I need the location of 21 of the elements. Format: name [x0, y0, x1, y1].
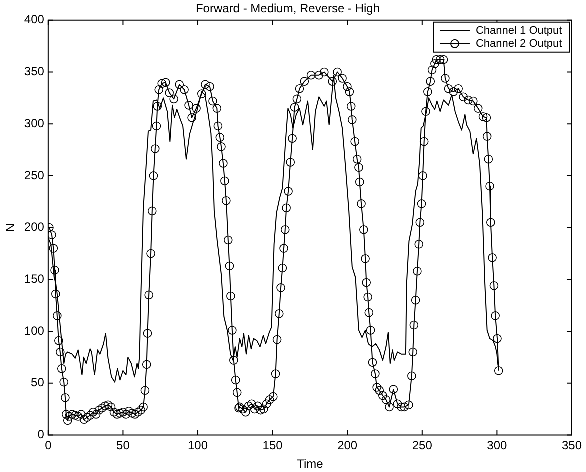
x-tick-label: 150 — [262, 438, 284, 453]
x-tick-label: 350 — [562, 438, 582, 453]
y-tick-label: 250 — [24, 168, 45, 182]
y-tick-label: 0 — [38, 428, 45, 442]
x-tick-label: 300 — [487, 438, 508, 453]
y-tick-label: 400 — [24, 12, 45, 27]
y-tick-label: 200 — [24, 220, 45, 234]
chart-title: Forward - Medium, Reverse - High — [196, 2, 380, 16]
x-tick-label: 50 — [116, 438, 130, 453]
y-tick-label: 300 — [24, 116, 45, 130]
y-tick-label: 50 — [31, 376, 45, 390]
y-tick-label: 350 — [24, 64, 45, 79]
legend-label: Channel 1 Output — [476, 24, 562, 37]
legend-label: Channel 2 Output — [476, 38, 562, 50]
x-axis-title: Time — [297, 457, 324, 472]
y-tick-label: 150 — [24, 272, 45, 286]
y-axis-title: N — [4, 223, 18, 232]
y-tick-label: 100 — [24, 324, 45, 338]
x-tick-label: 200 — [338, 438, 358, 453]
x-tick-label: 100 — [188, 438, 208, 453]
x-tick-label: 250 — [412, 438, 433, 453]
